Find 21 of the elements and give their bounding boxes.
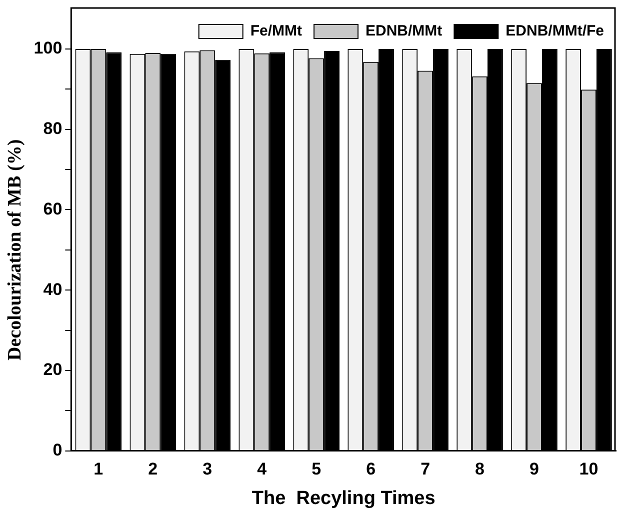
x-tick-label: 2 — [148, 460, 158, 479]
y-tick-label: 0 — [52, 440, 62, 460]
y-tick-label: 60 — [43, 199, 62, 218]
x-tick-label: 10 — [579, 460, 598, 479]
x-tick-label: 5 — [312, 460, 322, 479]
y-tick-label: 40 — [43, 280, 62, 299]
x-axis-title: The Recyling Times — [252, 488, 436, 509]
legend-label: Fe/MMt — [250, 22, 302, 40]
y-axis-title: Decolourization of MB (%) — [4, 139, 26, 360]
y-tick-label: 80 — [43, 119, 62, 138]
legend-label: EDNB/MMt/Fe — [506, 22, 604, 40]
x-tick-label: 9 — [530, 460, 540, 479]
y-tick-label: 100 — [34, 38, 62, 58]
x-tick-label: 7 — [420, 460, 430, 479]
legend-label: EDNB/MMt — [366, 22, 442, 40]
x-tick-label: 3 — [202, 460, 212, 479]
x-tick-label: 4 — [257, 460, 268, 479]
x-tick-label: 1 — [94, 460, 104, 479]
x-tick-label: 6 — [366, 460, 376, 479]
y-tick-label: 20 — [43, 360, 62, 380]
x-tick-label: 8 — [475, 460, 485, 479]
